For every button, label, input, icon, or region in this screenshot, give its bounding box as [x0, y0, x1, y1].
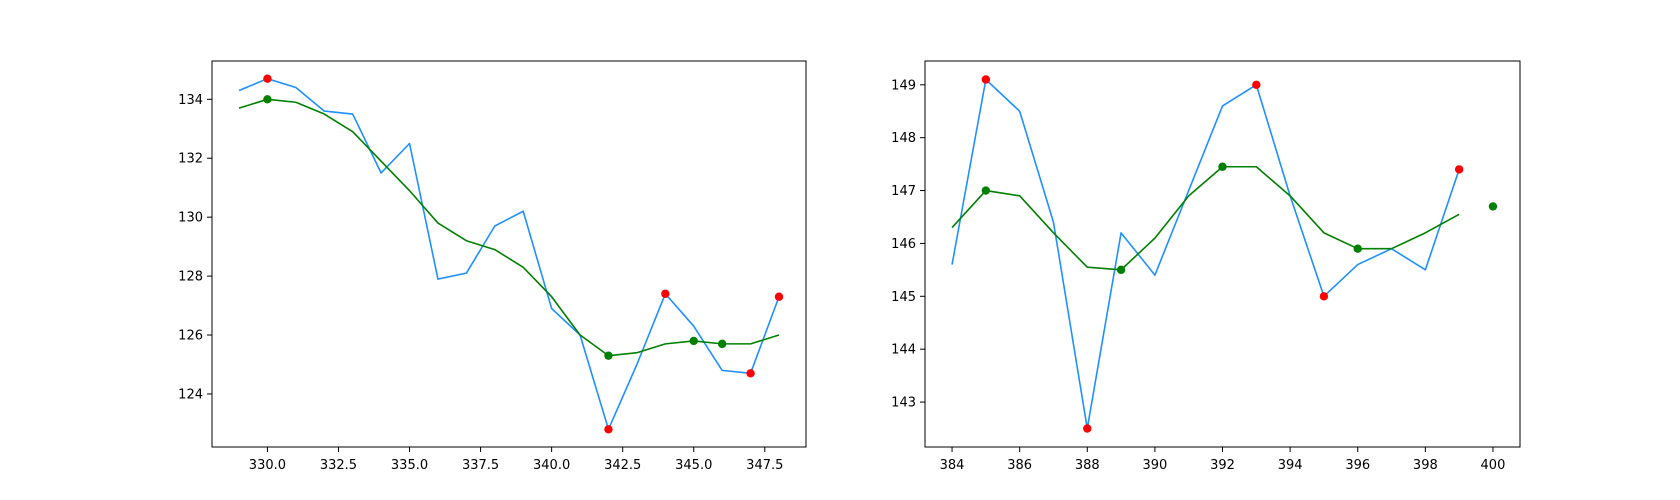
y-tick-label: 148 — [891, 131, 916, 146]
series-line-1 — [951, 165, 1460, 271]
red-marker — [1252, 80, 1261, 89]
y-tick-label: 149 — [891, 78, 916, 93]
red-marker — [661, 289, 670, 298]
green-marker — [1218, 162, 1227, 171]
red-marker — [1454, 165, 1464, 174]
red-marker — [604, 425, 613, 434]
left-chart: 330.0 332.5 335.0 337.5 340.0 342.5 345.0 347.5… — [178, 60, 807, 473]
red-marker — [1083, 424, 1092, 433]
green-marker — [1353, 244, 1362, 253]
x-tick-label: 396 — [1345, 458, 1370, 473]
green-marker — [717, 339, 727, 349]
series-line-0 — [951, 78, 1460, 430]
x-tick-label: 345.0 — [675, 458, 712, 473]
series-line-1 — [238, 98, 780, 357]
red-marker — [746, 369, 755, 378]
green-marker — [981, 186, 991, 195]
x-tick-label: 337.5 — [462, 458, 499, 473]
red-marker — [263, 74, 272, 83]
green-marker — [604, 351, 613, 360]
red-marker — [774, 292, 784, 301]
y-tick-label: 124 — [178, 387, 203, 402]
x-tick-label: 340.0 — [533, 458, 570, 473]
y-tick-label: 130 — [178, 211, 203, 226]
right-chart: 384 386 388 390 392 394 396 398 400 143 144 145 146 1… — [891, 60, 1521, 473]
y-tick-label: 146 — [891, 237, 916, 252]
green-marker — [1116, 265, 1126, 275]
x-tick-label: 400 — [1481, 458, 1506, 473]
red-marker — [981, 75, 991, 84]
x-tick-label: 342.5 — [604, 458, 641, 473]
y-tick-label: 128 — [178, 270, 203, 285]
red-marker — [1319, 292, 1329, 301]
x-tick-label: 335.0 — [391, 458, 428, 473]
y-tick-label: 134 — [178, 93, 203, 108]
y-tick-label: 126 — [178, 329, 203, 344]
x-tick-label: 386 — [1007, 458, 1032, 473]
x-tick-label: 332.5 — [320, 458, 357, 473]
x-tick-label: 388 — [1075, 458, 1100, 473]
y-tick-label: 145 — [891, 290, 916, 305]
x-tick-label: 384 — [940, 458, 965, 473]
y-tick-label: 143 — [891, 396, 916, 411]
series-line-0 — [238, 77, 780, 431]
x-tick-label: 394 — [1278, 458, 1303, 473]
y-tick-label: 144 — [891, 343, 916, 358]
y-tick-label: 147 — [891, 184, 916, 199]
axes-frame — [211, 60, 807, 448]
x-tick-label: 347.5 — [746, 458, 783, 473]
green-marker — [263, 95, 272, 104]
x-tick-label: 398 — [1413, 458, 1438, 473]
green-marker — [1488, 202, 1498, 211]
x-tick-label: 390 — [1142, 458, 1167, 473]
green-marker — [689, 336, 698, 346]
x-tick-label: 330.0 — [249, 458, 286, 473]
y-tick-label: 132 — [178, 152, 203, 167]
x-tick-label: 392 — [1210, 458, 1235, 473]
